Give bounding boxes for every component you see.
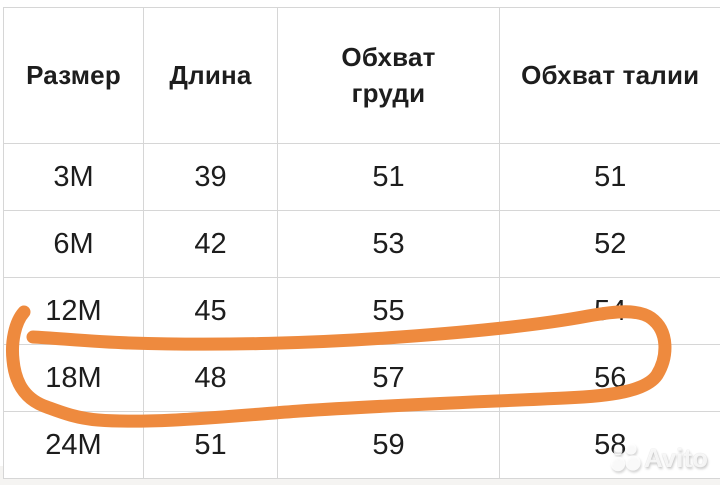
table-row: 24M 51 59 58 [3, 411, 720, 479]
cell-waist: 52 [499, 210, 720, 278]
cell-waist: 56 [499, 344, 720, 412]
table-row: 6M 42 53 52 [3, 210, 720, 278]
table-row: 3M 39 51 51 [3, 143, 720, 211]
size-table: Размер Длина Обхват груди Обхват талии 3… [3, 7, 720, 479]
cell-chest: 57 [277, 344, 500, 412]
cell-chest: 51 [277, 143, 500, 211]
header-cell-size: Размер [3, 7, 144, 144]
header-cell-chest: Обхват груди [277, 7, 500, 144]
header-cell-length: Длина [143, 7, 278, 144]
table-row-highlighted: 18M 48 57 56 [3, 344, 720, 412]
cell-length: 48 [143, 344, 278, 412]
cell-chest: 55 [277, 277, 500, 345]
cell-length: 42 [143, 210, 278, 278]
cell-waist: 54 [499, 277, 720, 345]
cell-length: 39 [143, 143, 278, 211]
cell-size: 18M [3, 344, 144, 412]
cell-size: 3M [3, 143, 144, 211]
cell-size: 12M [3, 277, 144, 345]
cell-chest: 59 [277, 411, 500, 479]
cell-size: 6M [3, 210, 144, 278]
table-header-row: Размер Длина Обхват груди Обхват талии [3, 7, 720, 144]
cell-chest: 53 [277, 210, 500, 278]
cell-waist: 58 [499, 411, 720, 479]
cell-size: 24M [3, 411, 144, 479]
cell-length: 45 [143, 277, 278, 345]
cell-waist: 51 [499, 143, 720, 211]
header-cell-waist: Обхват талии [499, 7, 720, 144]
table-row: 12M 45 55 54 [3, 277, 720, 345]
cell-length: 51 [143, 411, 278, 479]
